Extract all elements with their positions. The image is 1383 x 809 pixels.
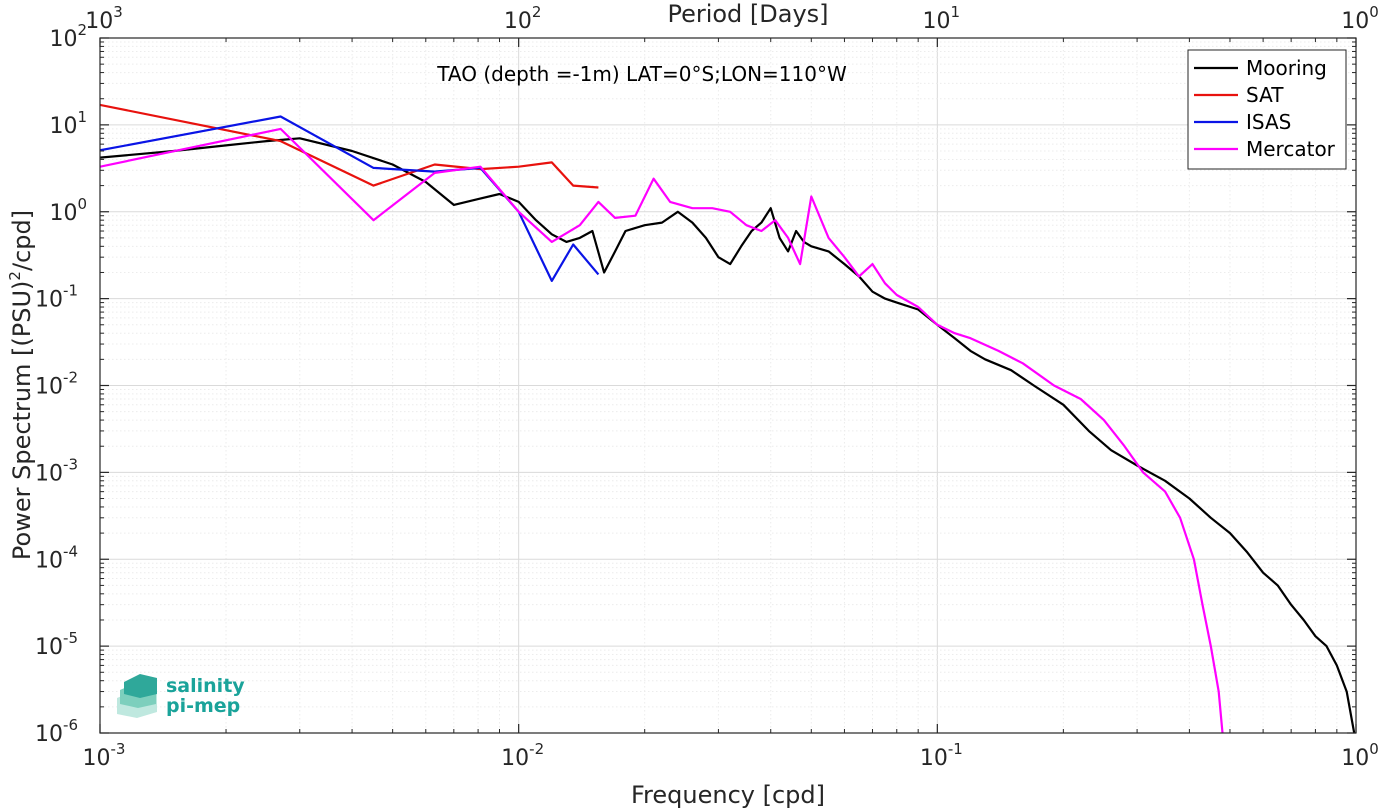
chart-title: TAO (depth =-1m) LAT=0°S;LON=110°W [436,62,847,86]
top-tick-label-exponent: 0 [1369,3,1379,21]
y-tick-label-exponent: -1 [63,282,78,300]
top-tick-label-base: 10 [504,9,532,34]
series-line-mercator [100,127,1224,733]
y-tick-label-base: 10 [35,722,63,747]
legend-label-isas: ISAS [1246,110,1291,134]
y-tick-label-exponent: 1 [77,108,87,126]
top-tick-label: 102 [504,3,542,34]
y-tick-label-base: 10 [35,635,63,660]
legend-label-sat: SAT [1246,83,1284,107]
top-tick-label-exponent: 3 [113,3,123,21]
top-tick-label-base: 10 [1341,9,1369,34]
x-tick-label: 10-3 [83,740,126,771]
grid [100,38,1356,733]
y-tick-label-exponent: 0 [77,195,87,213]
x-tick-label: 10-1 [920,740,963,771]
y-tick-label: 10-6 [35,716,78,747]
top-tick-label-base: 10 [923,9,951,34]
y-tick-label-base: 10 [35,288,63,313]
y-axis-label: Power Spectrum [(PSU)2/cpd] [6,210,36,560]
top-tick-label: 103 [85,3,123,34]
y-tick-label: 10-2 [35,369,78,400]
y-tick-label-exponent: 2 [77,21,87,39]
y-tick-label: 101 [49,108,87,139]
x-tick-label-base: 10 [1341,746,1369,771]
legend-label-mercator: Mercator [1246,137,1336,161]
top-tick-label: 100 [1341,3,1379,34]
x-tick-label-base: 10 [920,746,948,771]
y-tick-label-base: 10 [35,548,63,573]
y-tick-label-base: 10 [35,461,63,486]
logo-layer-3 [124,674,157,698]
x-tick-label: 100 [1341,740,1379,771]
top-tick-label-exponent: 1 [951,3,961,21]
x-tick-label-base: 10 [83,746,111,771]
y-tick-label: 10-3 [35,455,78,486]
x-axis-label: Frequency [cpd] [631,781,825,809]
x-tick-label: 10-2 [501,740,544,771]
legend: Mooring SAT ISAS Mercator [1187,49,1347,170]
tick-marks [99,37,1357,734]
salinity-pi-mep-logo: salinity pi-mep [117,674,245,718]
y-tick-label-base: 10 [49,114,77,139]
x-tick-label-exponent: -3 [111,740,126,758]
series-line-mooring [100,137,1356,733]
series-group [100,103,1356,733]
x-tick-label-exponent: 0 [1369,740,1379,758]
top-tick-label-exponent: 2 [532,3,542,21]
y-label-part: /cpd] [8,210,36,271]
y-tick-label-exponent: -5 [63,629,78,647]
top-tick-label-base: 10 [85,9,113,34]
y-label-part: Power Spectrum [(PSU) [8,281,36,560]
top-axis-label: Period [Days] [667,0,828,28]
logo-text-salinity: salinity [166,675,245,697]
y-tick-label-exponent: -3 [63,455,78,473]
y-tick-label-base: 10 [49,27,77,52]
y-tick-label: 102 [49,21,87,52]
y-tick-label: 10-4 [35,542,78,573]
y-tick-label-exponent: -4 [63,542,78,560]
logo-text-pi-mep: pi-mep [166,695,240,717]
y-tick-label: 10-5 [35,629,78,660]
legend-label-mooring: Mooring [1246,56,1327,80]
y-tick-label-exponent: -6 [63,716,78,734]
y-label-exponent: 2 [6,271,24,281]
x-tick-label-exponent: -1 [948,740,963,758]
y-tick-label-base: 10 [49,201,77,226]
x-tick-label-exponent: -2 [529,740,544,758]
y-tick-label: 100 [49,195,87,226]
y-tick-label-exponent: -2 [63,369,78,387]
y-tick-label: 10-1 [35,282,78,313]
y-tick-label-base: 10 [35,375,63,400]
top-tick-label: 101 [923,3,961,34]
x-tick-label-base: 10 [501,746,529,771]
